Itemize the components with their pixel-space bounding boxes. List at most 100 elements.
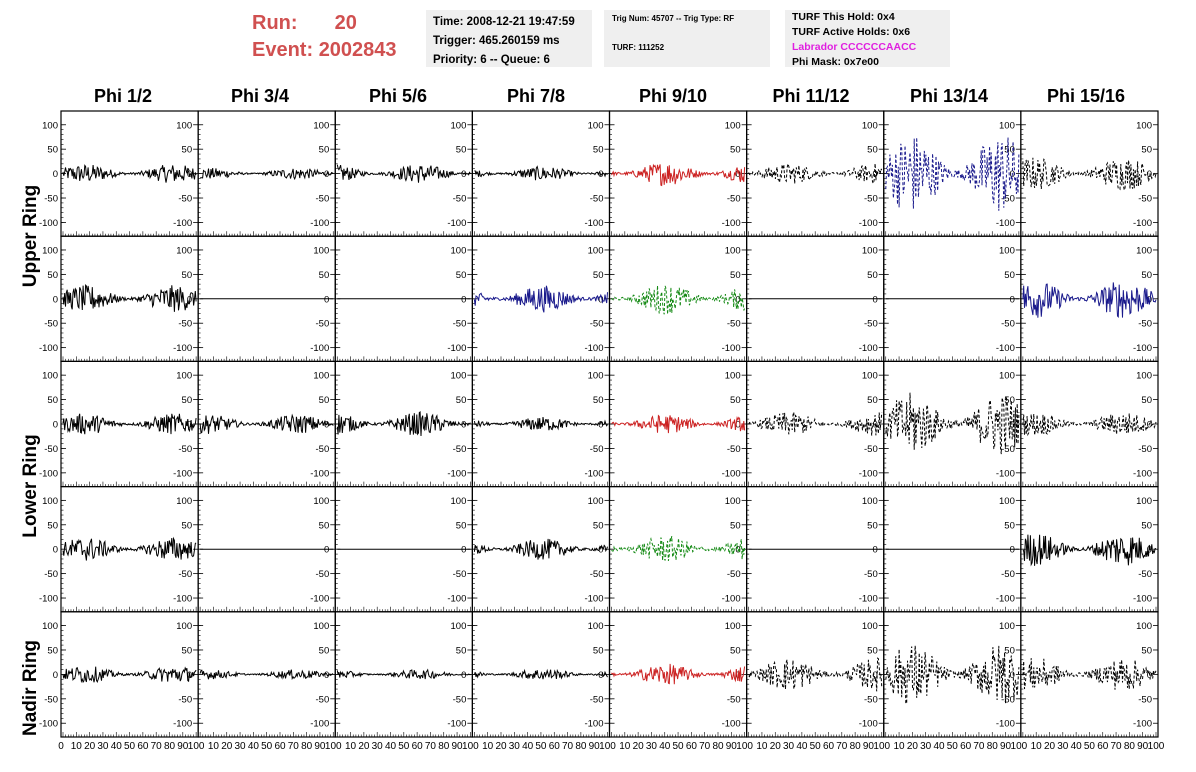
x-tick-label: 90 bbox=[1137, 741, 1149, 752]
x-tick-label: 90 bbox=[589, 741, 601, 752]
x-tick-label: 20 bbox=[907, 741, 919, 752]
y-tick-label: -100 bbox=[173, 468, 192, 479]
x-tick-label: 70 bbox=[699, 741, 711, 752]
x-tick-label: 80 bbox=[301, 741, 313, 752]
y-tick-label: -50 bbox=[590, 319, 604, 330]
y-tick-label: 100 bbox=[176, 120, 192, 131]
y-tick-label: 0 bbox=[324, 545, 329, 556]
waveform-trace-r0-c5 bbox=[748, 161, 883, 185]
column-header-phi-7-8: Phi 7/8 bbox=[506, 86, 566, 106]
y-tick-label: 0 bbox=[872, 294, 877, 305]
priority-text: Priority: 6 -- Queue: 6 bbox=[433, 54, 550, 66]
y-tick-label: -50 bbox=[453, 569, 467, 580]
x-tick-label: 50 bbox=[673, 741, 685, 752]
waveform-trace-r1-c0 bbox=[62, 284, 197, 312]
y-tick-label: 100 bbox=[1136, 496, 1152, 507]
y-tick-label: 100 bbox=[451, 245, 467, 256]
phi-mask-text: Phi Mask: 0x7e00 bbox=[792, 56, 879, 68]
y-tick-label: 50 bbox=[867, 145, 878, 156]
y-tick-label: -50 bbox=[178, 444, 192, 455]
y-tick-label: 0 bbox=[872, 169, 877, 180]
y-tick-label: 0 bbox=[735, 294, 740, 305]
y-tick-label: 0 bbox=[735, 169, 740, 180]
x-tick-label: 60 bbox=[960, 741, 972, 752]
x-tick-label: 30 bbox=[97, 741, 109, 752]
x-tick-label: 60 bbox=[549, 741, 561, 752]
y-tick-label: 50 bbox=[1004, 145, 1015, 156]
y-tick-label: 50 bbox=[867, 395, 878, 406]
y-tick-label: -50 bbox=[44, 444, 58, 455]
x-tick-label: 10 bbox=[894, 741, 906, 752]
y-tick-label: 0 bbox=[1010, 545, 1015, 556]
y-tick-label: 0 bbox=[1010, 294, 1015, 305]
run-value: 20 bbox=[334, 12, 357, 34]
y-tick-label: 50 bbox=[1004, 520, 1015, 531]
x-tick-label: 40 bbox=[933, 741, 945, 752]
waveform-trace-r2-c0 bbox=[62, 413, 197, 435]
x-tick-label: 20 bbox=[770, 741, 782, 752]
y-tick-label: -50 bbox=[864, 569, 878, 580]
y-tick-label: 50 bbox=[47, 145, 58, 156]
y-tick-label: -100 bbox=[310, 343, 329, 354]
waveform-trace-r4-c6 bbox=[885, 645, 1020, 706]
y-tick-label: -50 bbox=[1138, 694, 1152, 705]
x-tick-label: 100 bbox=[736, 741, 753, 752]
y-tick-label: 100 bbox=[999, 245, 1015, 256]
turf-info-box: TURF This Hold: 0x4 TURF Active Holds: 0… bbox=[785, 10, 950, 68]
y-tick-label: 100 bbox=[999, 371, 1015, 382]
y-tick-label: -100 bbox=[1133, 594, 1152, 605]
y-tick-label: -50 bbox=[178, 694, 192, 705]
y-tick-label: 100 bbox=[862, 496, 878, 507]
y-tick-label: 50 bbox=[47, 520, 58, 531]
y-tick-label: 0 bbox=[461, 545, 466, 556]
y-tick-label: -100 bbox=[447, 719, 466, 730]
y-tick-label: -100 bbox=[1133, 468, 1152, 479]
y-tick-label: -100 bbox=[584, 594, 603, 605]
y-tick-label: -50 bbox=[453, 694, 467, 705]
y-tick-label: -100 bbox=[859, 343, 878, 354]
y-tick-label: 0 bbox=[187, 420, 192, 431]
y-tick-label: -100 bbox=[722, 468, 741, 479]
x-tick-label: 40 bbox=[796, 741, 808, 752]
y-tick-label: 0 bbox=[324, 670, 329, 681]
x-tick-label: 60 bbox=[1097, 741, 1109, 752]
y-tick-label: -100 bbox=[722, 218, 741, 229]
y-tick-label: 100 bbox=[588, 245, 604, 256]
y-tick-label: -50 bbox=[590, 444, 604, 455]
y-tick-label: -50 bbox=[316, 194, 330, 205]
y-tick-label: 0 bbox=[53, 169, 58, 180]
x-tick-label: 100 bbox=[462, 741, 479, 752]
y-tick-label: 100 bbox=[42, 371, 58, 382]
x-tick-label: 30 bbox=[646, 741, 658, 752]
y-tick-label: 50 bbox=[730, 145, 741, 156]
y-tick-label: 0 bbox=[735, 420, 740, 431]
y-tick-label: -100 bbox=[996, 719, 1015, 730]
turf-text: TURF: 111252 bbox=[612, 43, 665, 52]
x-tick-label: 10 bbox=[1031, 741, 1043, 752]
y-tick-label: 100 bbox=[451, 120, 467, 131]
y-tick-label: -50 bbox=[864, 444, 878, 455]
y-tick-label: -50 bbox=[44, 694, 58, 705]
y-tick-label: -100 bbox=[447, 468, 466, 479]
y-tick-label: -50 bbox=[453, 319, 467, 330]
time-info-box: Time: 2008-12-21 19:47:59 Trigger: 465.2… bbox=[426, 10, 592, 67]
waveform-trace-r3-c3 bbox=[473, 538, 608, 560]
waveform-trace-r1-c3 bbox=[473, 285, 608, 313]
x-tick-label: 100 bbox=[188, 741, 205, 752]
y-tick-label: -100 bbox=[39, 343, 58, 354]
y-tick-label: 50 bbox=[319, 145, 330, 156]
y-tick-label: 100 bbox=[862, 371, 878, 382]
y-tick-label: -100 bbox=[722, 719, 741, 730]
x-tick-label: 10 bbox=[756, 741, 768, 752]
y-tick-label: -50 bbox=[1138, 194, 1152, 205]
y-tick-label: 100 bbox=[1136, 120, 1152, 131]
y-tick-label: -100 bbox=[447, 218, 466, 229]
y-tick-label: -100 bbox=[173, 218, 192, 229]
time-text: Time: 2008-12-21 19:47:59 bbox=[433, 16, 575, 28]
x-tick-label: 50 bbox=[261, 741, 273, 752]
y-tick-label: -50 bbox=[864, 319, 878, 330]
y-tick-label: -100 bbox=[996, 594, 1015, 605]
y-tick-label: 100 bbox=[313, 496, 329, 507]
y-tick-label: -100 bbox=[447, 594, 466, 605]
y-tick-label: 100 bbox=[588, 621, 604, 632]
